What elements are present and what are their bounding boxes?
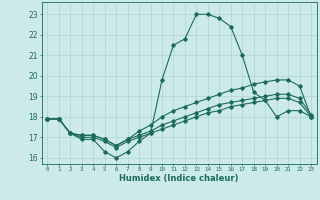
X-axis label: Humidex (Indice chaleur): Humidex (Indice chaleur) [119, 174, 239, 183]
